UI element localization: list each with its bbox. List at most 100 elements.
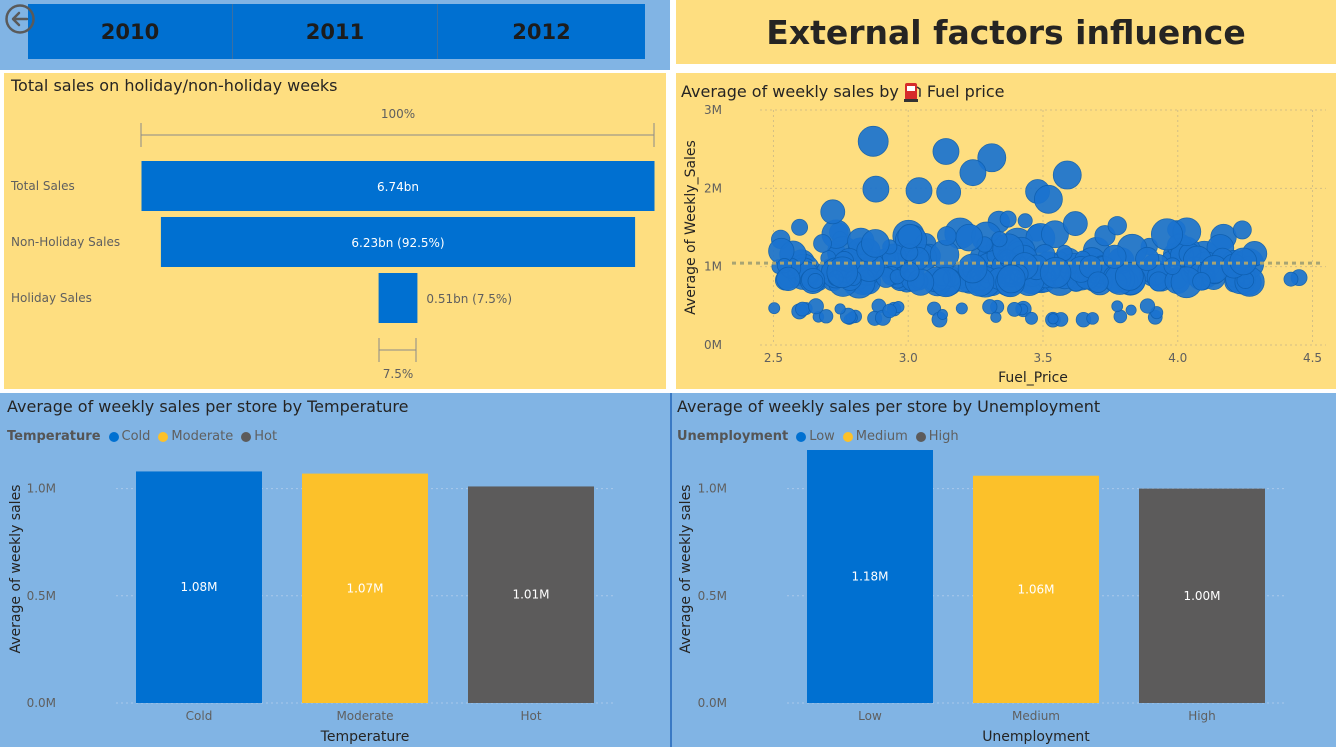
legend-label-high: High: [928, 429, 959, 444]
unemployment-y-axis-title: Average of weekly sales: [678, 485, 694, 654]
scatter-point[interactable]: [882, 303, 897, 319]
scatter-point[interactable]: [1163, 257, 1182, 275]
funnel-chart: 100% Total Sales Non-Holiday Sales Holid…: [10, 107, 655, 381]
scatter-point[interactable]: [932, 138, 960, 165]
scatter-point[interactable]: [1041, 220, 1069, 249]
unemployment-data-label: 1.00M: [1183, 589, 1220, 603]
temperature-bar-hot[interactable]: [468, 486, 594, 703]
funnel-bar-0[interactable]: [141, 161, 655, 211]
scatter-point[interactable]: [1039, 257, 1072, 289]
legend-item-medium[interactable]: Medium: [842, 429, 908, 444]
scatter-point[interactable]: [1229, 247, 1258, 276]
scatter-title-suffix: Fuel price: [926, 81, 1005, 101]
scatter-point[interactable]: [820, 199, 846, 225]
unemployment-bar-high[interactable]: [1139, 488, 1265, 703]
legend-item-cold[interactable]: Cold: [108, 429, 151, 444]
scatter-point[interactable]: [826, 256, 859, 289]
scatter-point[interactable]: [1111, 300, 1124, 313]
scatter-point[interactable]: [1150, 218, 1184, 251]
scatter-point[interactable]: [957, 253, 988, 284]
scatter-point[interactable]: [1114, 262, 1144, 291]
unemployment-y-tick: 0.0M: [698, 696, 727, 710]
scatter-point[interactable]: [834, 303, 846, 315]
scatter-point[interactable]: [1102, 244, 1127, 269]
scatter-point[interactable]: [955, 302, 968, 315]
scatter-point[interactable]: [819, 309, 834, 324]
scatter-point[interactable]: [1017, 213, 1033, 229]
scatter-x-tick: 4.0: [1168, 351, 1187, 365]
scatter-point[interactable]: [930, 266, 962, 298]
scatter-point[interactable]: [1025, 311, 1038, 325]
unemployment-x-tick: High: [1188, 709, 1216, 723]
scatter-point[interactable]: [1007, 302, 1022, 317]
scatter-point[interactable]: [1052, 160, 1082, 190]
back-arrow-icon[interactable]: [4, 3, 36, 35]
scatter-point[interactable]: [768, 302, 781, 315]
legend-item-moderate[interactable]: Moderate: [158, 429, 233, 444]
scatter-point[interactable]: [1087, 271, 1109, 293]
scatter-point[interactable]: [1033, 184, 1063, 214]
temperature-bar-cold[interactable]: [136, 471, 262, 703]
scatter-point[interactable]: [977, 143, 1007, 173]
scatter-point[interactable]: [1125, 304, 1137, 316]
legend-item-hot[interactable]: Hot: [241, 429, 277, 444]
temperature-x-tick: Cold: [186, 709, 213, 723]
scatter-point[interactable]: [861, 229, 890, 258]
scatter-points: [768, 125, 1308, 328]
scatter-point[interactable]: [1062, 211, 1088, 236]
scatter-point[interactable]: [862, 175, 890, 203]
scatter-chart: 0M 1M 2M 3M 2.5 3.0 3.5 4.0 4.5 Fuel_Price Average…: [683, 103, 1326, 386]
funnel-data-label-1: 6.23bn (92.5%): [351, 236, 444, 250]
scatter-point[interactable]: [999, 210, 1017, 228]
scatter-point[interactable]: [955, 223, 983, 252]
temperature-bar-moderate[interactable]: [302, 473, 428, 703]
header-title-panel: External factors influence: [676, 0, 1336, 64]
year-button-2012[interactable]: 2012: [438, 4, 645, 59]
temperature-x-tick: Moderate: [336, 709, 393, 723]
scatter-point[interactable]: [1107, 216, 1127, 236]
funnel-bar-1[interactable]: [160, 217, 636, 267]
scatter-point[interactable]: [991, 231, 1008, 248]
scatter-y-tick: 1M: [704, 260, 722, 274]
unemployment-bar-low[interactable]: [807, 450, 933, 703]
legend-item-high[interactable]: High: [915, 429, 959, 444]
scatter-point[interactable]: [897, 223, 923, 249]
scatter-point[interactable]: [791, 218, 809, 236]
scatter-point[interactable]: [1192, 272, 1211, 291]
scatter-point[interactable]: [1283, 271, 1299, 287]
scatter-point[interactable]: [996, 264, 1026, 294]
temperature-x-tick: Hot: [520, 709, 541, 723]
scatter-point[interactable]: [857, 125, 889, 157]
scatter-point[interactable]: [937, 226, 957, 246]
funnel-data-label-2: 0.51bn (7.5%): [426, 292, 512, 306]
scatter-title-prefix: Average of weekly sales by: [681, 81, 899, 101]
temperature-data-label: 1.07M: [346, 581, 383, 595]
scatter-point[interactable]: [807, 273, 824, 289]
year-button-2011[interactable]: 2011: [233, 4, 438, 59]
scatter-point[interactable]: [1047, 313, 1059, 325]
scatter-point[interactable]: [990, 311, 1002, 323]
unemployment-y-tick: 0.5M: [698, 589, 727, 603]
scatter-point[interactable]: [807, 298, 824, 315]
scatter-point[interactable]: [982, 299, 998, 315]
unemployment-x-tick: Medium: [1012, 709, 1060, 723]
unemployment-bar-medium[interactable]: [973, 475, 1099, 703]
scatter-point[interactable]: [813, 234, 832, 253]
legend-label-cold: Cold: [121, 429, 151, 444]
funnel-category-nonholiday: Non-Holiday Sales: [11, 235, 120, 249]
scatter-point[interactable]: [1086, 312, 1099, 325]
scatter-point[interactable]: [899, 261, 920, 282]
scatter-point[interactable]: [795, 301, 810, 317]
scatter-point[interactable]: [1135, 246, 1160, 271]
scatter-point[interactable]: [776, 266, 801, 291]
legend-item-low[interactable]: Low: [796, 429, 835, 444]
scatter-point[interactable]: [937, 309, 948, 320]
funnel-bar-2[interactable]: [378, 273, 418, 323]
scatter-point[interactable]: [1232, 220, 1252, 240]
year-button-2010[interactable]: 2010: [28, 4, 233, 59]
scatter-point[interactable]: [1139, 298, 1156, 314]
scatter-point[interactable]: [905, 177, 933, 205]
scatter-point[interactable]: [936, 179, 962, 205]
unemployment-x-axis-title: Unemployment: [982, 729, 1090, 745]
scatter-point[interactable]: [959, 159, 987, 187]
